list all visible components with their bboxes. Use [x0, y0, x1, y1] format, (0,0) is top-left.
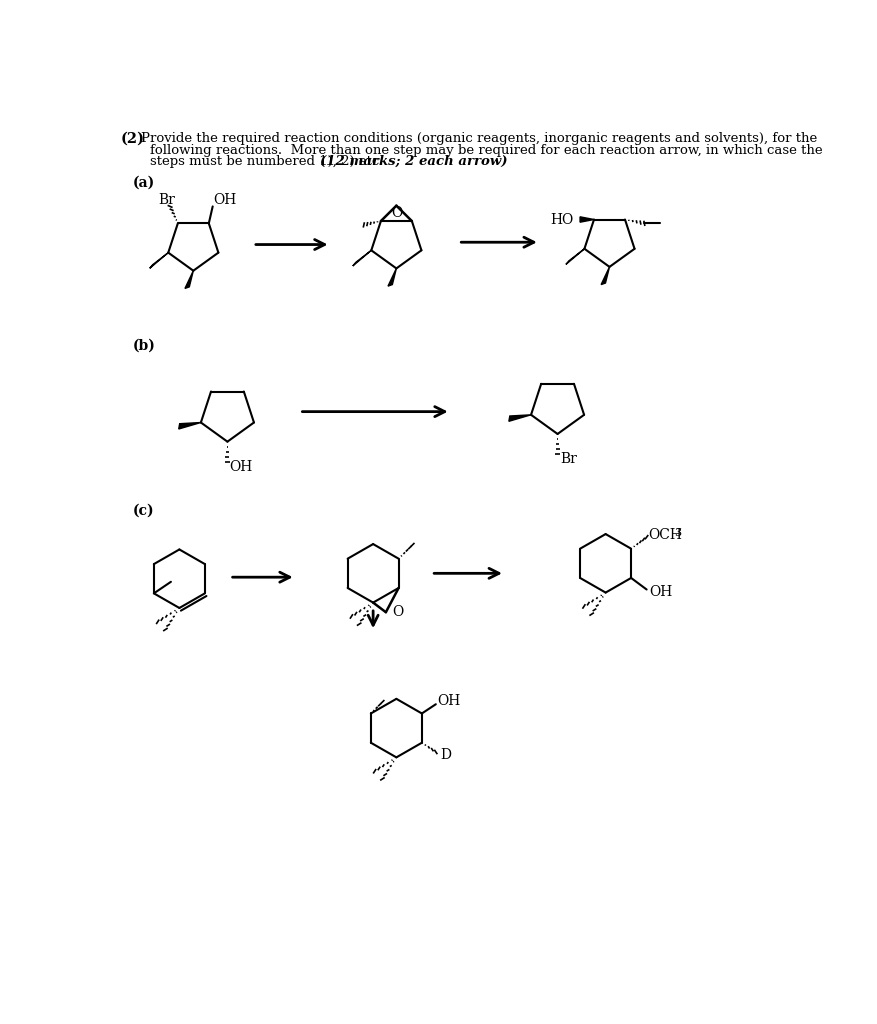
Polygon shape — [353, 250, 371, 266]
Polygon shape — [150, 253, 168, 268]
Polygon shape — [509, 415, 531, 421]
Text: 3: 3 — [674, 527, 681, 538]
Polygon shape — [388, 268, 396, 286]
Text: Br: Br — [560, 453, 577, 466]
Text: OH: OH — [438, 694, 460, 709]
Text: Provide the required reaction conditions (organic reagents, inorganic reagents a: Provide the required reaction conditions… — [140, 132, 816, 145]
Text: HO: HO — [551, 213, 574, 226]
Polygon shape — [580, 217, 594, 222]
Text: O: O — [392, 605, 403, 620]
Text: (a): (a) — [133, 175, 155, 189]
Text: (12 marks; 2 each arrow): (12 marks; 2 each arrow) — [320, 156, 508, 168]
Polygon shape — [601, 267, 610, 285]
Text: Br: Br — [159, 194, 175, 207]
Text: OCH: OCH — [648, 527, 682, 542]
Text: OH: OH — [213, 194, 237, 207]
Text: steps must be numbered 1), 2) etc.: steps must be numbered 1), 2) etc. — [150, 156, 388, 168]
Polygon shape — [179, 423, 201, 429]
Polygon shape — [185, 270, 193, 289]
Text: D: D — [440, 749, 452, 762]
Text: (2): (2) — [120, 132, 145, 146]
Text: (b): (b) — [133, 339, 156, 352]
Text: O: O — [391, 207, 402, 220]
Text: OH: OH — [230, 460, 253, 474]
Text: OH: OH — [650, 585, 673, 599]
Polygon shape — [566, 249, 584, 264]
Text: (c): (c) — [133, 503, 154, 517]
Text: following reactions.  More than one step may be required for each reaction arrow: following reactions. More than one step … — [150, 143, 823, 157]
